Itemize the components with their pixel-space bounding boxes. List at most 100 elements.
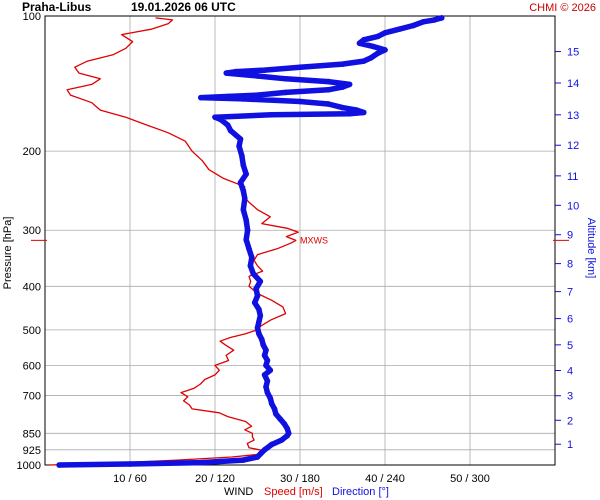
direction-point xyxy=(257,451,264,457)
wind-label: WIND xyxy=(224,486,253,498)
direction-point xyxy=(253,285,259,292)
direction-point xyxy=(277,416,283,422)
credit-label: CHMI © 2026 xyxy=(529,2,596,14)
direction-point xyxy=(257,278,264,285)
direction-point xyxy=(247,262,254,269)
direction-point xyxy=(283,89,289,96)
x-tick-label: 40 / 240 xyxy=(365,473,405,485)
direction-point xyxy=(224,122,231,128)
direction-point xyxy=(431,17,438,23)
x-tick-label: 50 / 300 xyxy=(450,473,490,485)
direction-point xyxy=(297,64,303,70)
direction-point xyxy=(249,254,255,261)
direction-point xyxy=(56,462,62,468)
altitude-tick-label: 5 xyxy=(567,340,573,352)
direction-point xyxy=(237,179,244,186)
direction-point xyxy=(256,319,262,325)
direction-point xyxy=(198,459,204,466)
direction-point xyxy=(260,342,266,348)
direction-point xyxy=(263,384,269,390)
direction-point xyxy=(370,43,377,50)
x-tick-label: 30 / 180 xyxy=(280,473,320,485)
direction-point xyxy=(243,171,249,177)
direction-point xyxy=(281,421,288,427)
pressure-tick-label: 400 xyxy=(23,281,41,293)
direction-point xyxy=(268,112,275,118)
direction-point xyxy=(382,47,388,53)
sounding-datetime: 19.01.2026 06 UTC xyxy=(131,0,236,14)
altitude-tick-label: 3 xyxy=(567,391,573,403)
direction-point xyxy=(284,425,291,432)
direction-point xyxy=(254,73,261,79)
direction-point xyxy=(325,78,332,85)
direction-point xyxy=(396,26,402,32)
x-tick-label: 10 / 60 xyxy=(113,473,147,485)
altitude-tick-label: 7 xyxy=(567,287,573,299)
direction-point xyxy=(325,101,332,107)
pressure-axis-title: Pressure [hPa] xyxy=(2,217,14,290)
direction-point xyxy=(264,389,271,396)
direction-point xyxy=(236,143,242,150)
direction-point xyxy=(254,92,261,98)
mxws-label: MXWS xyxy=(300,235,328,245)
altitude-tick-label: 13 xyxy=(567,110,579,122)
pressure-tick-label: 850 xyxy=(23,428,41,440)
pressure-tick-label: 200 xyxy=(23,146,41,158)
altitude-tick-label: 12 xyxy=(567,140,579,152)
direction-point xyxy=(240,162,247,169)
direction-point xyxy=(278,437,285,443)
series-layer xyxy=(49,15,445,468)
direction-point xyxy=(250,270,257,277)
direction-point xyxy=(360,58,367,64)
direction-point xyxy=(254,293,261,299)
direction-point xyxy=(261,446,268,453)
direction-point xyxy=(240,457,247,463)
altitude-tick-label: 11 xyxy=(567,171,578,183)
direction-point xyxy=(258,336,265,343)
direction-point xyxy=(438,15,445,21)
direction-point xyxy=(360,109,367,116)
direction-point xyxy=(410,22,417,29)
pressure-tick-label: 300 xyxy=(23,225,41,237)
altitude-tick-label: 9 xyxy=(567,230,573,242)
direction-point xyxy=(346,110,353,117)
x-tick-label: 20 / 120 xyxy=(195,473,235,485)
direction-point xyxy=(283,76,289,82)
direction-point xyxy=(223,70,230,76)
direction-point xyxy=(356,40,363,47)
altitude-axis-title: Altitude [km] xyxy=(585,218,597,279)
direction-point xyxy=(233,68,240,75)
direction-point xyxy=(285,430,292,437)
direction-point xyxy=(382,30,388,36)
altitude-tick-label: 14 xyxy=(567,78,579,90)
altitude-tick-label: 1 xyxy=(567,439,573,451)
direction-point xyxy=(226,93,232,100)
pressure-tick-label: 100 xyxy=(23,11,41,23)
direction-point xyxy=(360,37,367,43)
direction-point xyxy=(264,378,271,384)
direction-point xyxy=(375,50,381,56)
altitude-tick-label: 6 xyxy=(567,314,573,326)
direction-point xyxy=(244,227,251,234)
direction-point xyxy=(246,246,252,252)
direction-point xyxy=(261,372,268,378)
direction-point xyxy=(297,98,303,105)
direction-point xyxy=(240,206,247,213)
direction-point xyxy=(240,96,247,102)
direction-point xyxy=(239,153,245,159)
direction-point xyxy=(261,352,268,359)
direction-point xyxy=(243,217,249,224)
direction-point xyxy=(240,187,247,194)
direction-point xyxy=(257,312,264,319)
pressure-tick-label: 500 xyxy=(23,325,41,337)
direction-point xyxy=(268,400,275,407)
direction-point xyxy=(243,236,249,243)
direction-point xyxy=(261,67,268,73)
pressure-tick-label: 600 xyxy=(23,360,41,372)
direction-point xyxy=(339,84,346,90)
pressure-tick-label: 925 xyxy=(23,445,41,457)
direction-point xyxy=(263,347,269,353)
direction-point xyxy=(212,114,218,120)
